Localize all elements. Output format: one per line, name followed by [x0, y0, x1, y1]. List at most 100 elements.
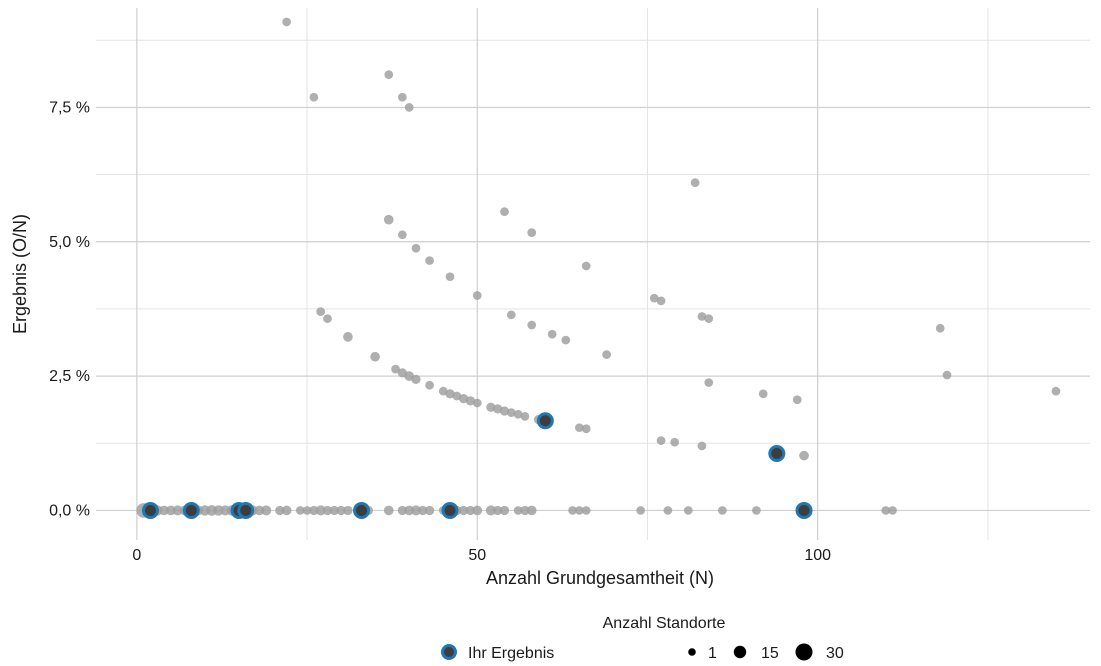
data-point: [166, 505, 176, 516]
data-points: [136, 17, 1061, 518]
data-point: [323, 314, 332, 323]
data-point: [499, 406, 510, 416]
data-point: [254, 505, 265, 516]
data-point: [438, 386, 448, 396]
data-point: [465, 396, 476, 406]
legend-title: Anzahl Standorte: [603, 615, 726, 632]
data-point: [383, 214, 394, 225]
data-point: [520, 505, 530, 516]
data-point: [888, 506, 897, 515]
data-point: [391, 364, 400, 374]
data-point: [410, 505, 422, 516]
data-point: [581, 261, 591, 271]
highlight-point: [182, 501, 200, 519]
x-axis-title: Anzahl Grundgesamtheit (N): [486, 568, 714, 588]
highlight-point: [768, 444, 786, 462]
x-tick-label: 50: [468, 547, 486, 564]
data-point: [581, 506, 591, 515]
data-point: [506, 310, 516, 320]
data-point: [799, 450, 809, 461]
data-point: [309, 92, 319, 102]
data-point: [459, 505, 469, 516]
data-point: [316, 307, 326, 316]
data-point: [281, 505, 292, 516]
y-axis-ticks: 0,0 % 2,5 % 5,0 % 7,5 %: [49, 99, 90, 519]
data-point: [513, 409, 523, 419]
data-point: [561, 335, 571, 345]
data-point: [670, 437, 680, 447]
data-point: [499, 505, 510, 516]
data-point: [717, 506, 727, 515]
data-point: [398, 92, 407, 102]
data-point: [411, 243, 421, 253]
data-point: [329, 505, 339, 516]
data-point: [792, 395, 802, 405]
data-point: [697, 441, 707, 451]
highlight-point: [141, 501, 159, 519]
legend-size-marker-1: [688, 648, 696, 656]
data-point: [493, 505, 503, 516]
data-point: [159, 505, 169, 516]
data-point: [520, 412, 530, 421]
legend: Anzahl Standorte Ihr Ergebnis 1 15 30: [441, 615, 844, 662]
data-point: [527, 320, 537, 330]
data-point: [881, 506, 891, 515]
data-point: [704, 378, 714, 387]
data-point: [649, 293, 659, 303]
data-point: [172, 505, 183, 516]
y-axis-title: Ergebnis (O/N): [10, 214, 30, 334]
highlight-point: [795, 501, 813, 519]
data-point: [683, 506, 693, 515]
data-point: [506, 408, 516, 417]
data-point: [485, 505, 496, 516]
data-point: [575, 506, 584, 515]
data-point: [527, 228, 537, 237]
data-point: [656, 436, 666, 445]
data-point: [445, 272, 455, 282]
data-point: [397, 505, 407, 516]
legend-size-marker-15: [733, 645, 747, 659]
highlight-point: [353, 501, 371, 519]
data-point: [384, 70, 394, 79]
data-point: [295, 506, 305, 515]
data-point: [752, 506, 761, 515]
data-point: [336, 505, 346, 516]
highlight-point: [536, 412, 554, 430]
x-axis-ticks: 0 50 100: [132, 547, 831, 564]
y-tick-label: 2,5 %: [49, 368, 90, 385]
data-point: [302, 506, 312, 515]
data-point: [500, 207, 509, 217]
data-point: [343, 505, 353, 516]
data-point: [322, 505, 333, 516]
legend-highlight-label: Ihr Ergebnis: [468, 645, 554, 662]
data-point: [425, 256, 434, 265]
data-point: [690, 178, 700, 188]
y-tick-label: 7,5 %: [49, 99, 90, 116]
data-point: [397, 368, 407, 378]
x-tick-label: 0: [132, 547, 141, 564]
legend-size-label-1: 1: [708, 645, 717, 662]
data-point: [315, 505, 326, 516]
data-point: [513, 506, 523, 515]
data-point: [935, 323, 945, 333]
grid-lines: [96, 8, 1090, 540]
data-point: [282, 17, 291, 27]
legend-size-marker-30: [795, 643, 813, 661]
data-point: [404, 505, 415, 516]
data-point: [411, 374, 421, 384]
data-point: [370, 351, 380, 362]
data-point: [465, 505, 476, 516]
data-point: [663, 506, 673, 515]
data-point: [383, 505, 394, 516]
data-point: [656, 296, 666, 306]
data-point: [261, 505, 272, 516]
data-point: [445, 389, 455, 399]
data-point: [575, 423, 584, 433]
data-point: [418, 505, 428, 516]
x-tick-label: 100: [804, 547, 831, 564]
legend-highlight-marker: [441, 644, 457, 660]
data-point: [309, 505, 319, 516]
data-point: [398, 230, 407, 240]
legend-size-label-30: 30: [826, 645, 844, 662]
